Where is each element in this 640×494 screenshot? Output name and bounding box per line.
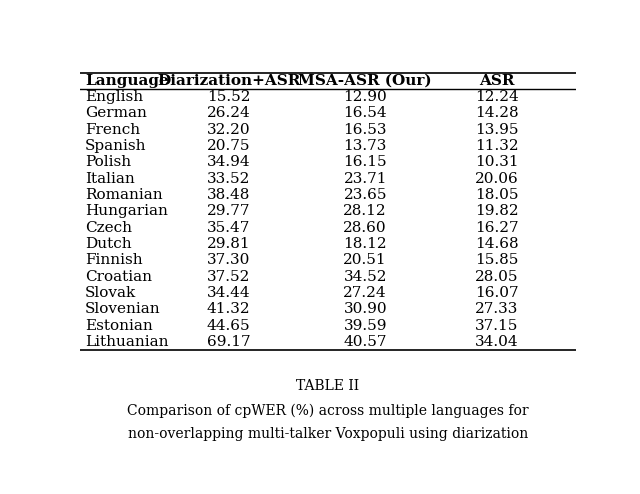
Text: 30.90: 30.90 bbox=[344, 302, 387, 317]
Text: 27.24: 27.24 bbox=[344, 286, 387, 300]
Text: 20.75: 20.75 bbox=[207, 139, 250, 153]
Text: Slovenian: Slovenian bbox=[85, 302, 161, 317]
Text: Comparison of cpWER (%) across multiple languages for: Comparison of cpWER (%) across multiple … bbox=[127, 404, 529, 418]
Text: French: French bbox=[85, 123, 140, 137]
Text: TABLE II: TABLE II bbox=[296, 379, 360, 393]
Text: 20.06: 20.06 bbox=[475, 172, 518, 186]
Text: non-overlapping multi-talker Voxpopuli using diarization: non-overlapping multi-talker Voxpopuli u… bbox=[128, 427, 528, 441]
Text: ASR: ASR bbox=[479, 74, 515, 88]
Text: 34.94: 34.94 bbox=[207, 156, 251, 169]
Text: Finnish: Finnish bbox=[85, 253, 143, 267]
Text: 34.44: 34.44 bbox=[207, 286, 251, 300]
Text: Dutch: Dutch bbox=[85, 237, 132, 251]
Text: 41.32: 41.32 bbox=[207, 302, 251, 317]
Text: English: English bbox=[85, 90, 143, 104]
Text: Hungarian: Hungarian bbox=[85, 205, 168, 218]
Text: 26.24: 26.24 bbox=[207, 106, 251, 121]
Text: Polish: Polish bbox=[85, 156, 131, 169]
Text: Lithuanian: Lithuanian bbox=[85, 335, 168, 349]
Text: 13.73: 13.73 bbox=[344, 139, 387, 153]
Text: German: German bbox=[85, 106, 147, 121]
Text: 37.30: 37.30 bbox=[207, 253, 250, 267]
Text: 16.27: 16.27 bbox=[475, 221, 518, 235]
Text: 32.20: 32.20 bbox=[207, 123, 251, 137]
Text: Romanian: Romanian bbox=[85, 188, 163, 202]
Text: 14.28: 14.28 bbox=[475, 106, 518, 121]
Text: 40.57: 40.57 bbox=[344, 335, 387, 349]
Text: 37.52: 37.52 bbox=[207, 270, 250, 284]
Text: 15.52: 15.52 bbox=[207, 90, 250, 104]
Text: 23.65: 23.65 bbox=[344, 188, 387, 202]
Text: 28.05: 28.05 bbox=[475, 270, 518, 284]
Text: 20.51: 20.51 bbox=[344, 253, 387, 267]
Text: 37.15: 37.15 bbox=[475, 319, 518, 333]
Text: 28.60: 28.60 bbox=[344, 221, 387, 235]
Text: 18.12: 18.12 bbox=[344, 237, 387, 251]
Text: 15.85: 15.85 bbox=[475, 253, 518, 267]
Text: 34.52: 34.52 bbox=[344, 270, 387, 284]
Text: 39.59: 39.59 bbox=[344, 319, 387, 333]
Text: 10.31: 10.31 bbox=[475, 156, 518, 169]
Text: 44.65: 44.65 bbox=[207, 319, 251, 333]
Text: 34.04: 34.04 bbox=[475, 335, 518, 349]
Text: Italian: Italian bbox=[85, 172, 134, 186]
Text: Diarization+ASR: Diarization+ASR bbox=[157, 74, 301, 88]
Text: 19.82: 19.82 bbox=[475, 205, 518, 218]
Text: Language: Language bbox=[85, 74, 169, 88]
Text: 33.52: 33.52 bbox=[207, 172, 250, 186]
Text: 23.71: 23.71 bbox=[344, 172, 387, 186]
Text: 38.48: 38.48 bbox=[207, 188, 250, 202]
Text: 14.68: 14.68 bbox=[475, 237, 518, 251]
Text: 69.17: 69.17 bbox=[207, 335, 251, 349]
Text: MSA-ASR (Our): MSA-ASR (Our) bbox=[298, 74, 432, 88]
Text: Estonian: Estonian bbox=[85, 319, 153, 333]
Text: Slovak: Slovak bbox=[85, 286, 136, 300]
Text: 12.90: 12.90 bbox=[343, 90, 387, 104]
Text: 28.12: 28.12 bbox=[344, 205, 387, 218]
Text: 13.95: 13.95 bbox=[475, 123, 518, 137]
Text: 16.07: 16.07 bbox=[475, 286, 518, 300]
Text: 27.33: 27.33 bbox=[475, 302, 518, 317]
Text: 16.53: 16.53 bbox=[344, 123, 387, 137]
Text: Croatian: Croatian bbox=[85, 270, 152, 284]
Text: Czech: Czech bbox=[85, 221, 132, 235]
Text: Spanish: Spanish bbox=[85, 139, 147, 153]
Text: 29.77: 29.77 bbox=[207, 205, 250, 218]
Text: 11.32: 11.32 bbox=[475, 139, 518, 153]
Text: 18.05: 18.05 bbox=[475, 188, 518, 202]
Text: 29.81: 29.81 bbox=[207, 237, 251, 251]
Text: 35.47: 35.47 bbox=[207, 221, 250, 235]
Text: 16.54: 16.54 bbox=[344, 106, 387, 121]
Text: 16.15: 16.15 bbox=[344, 156, 387, 169]
Text: 12.24: 12.24 bbox=[475, 90, 518, 104]
